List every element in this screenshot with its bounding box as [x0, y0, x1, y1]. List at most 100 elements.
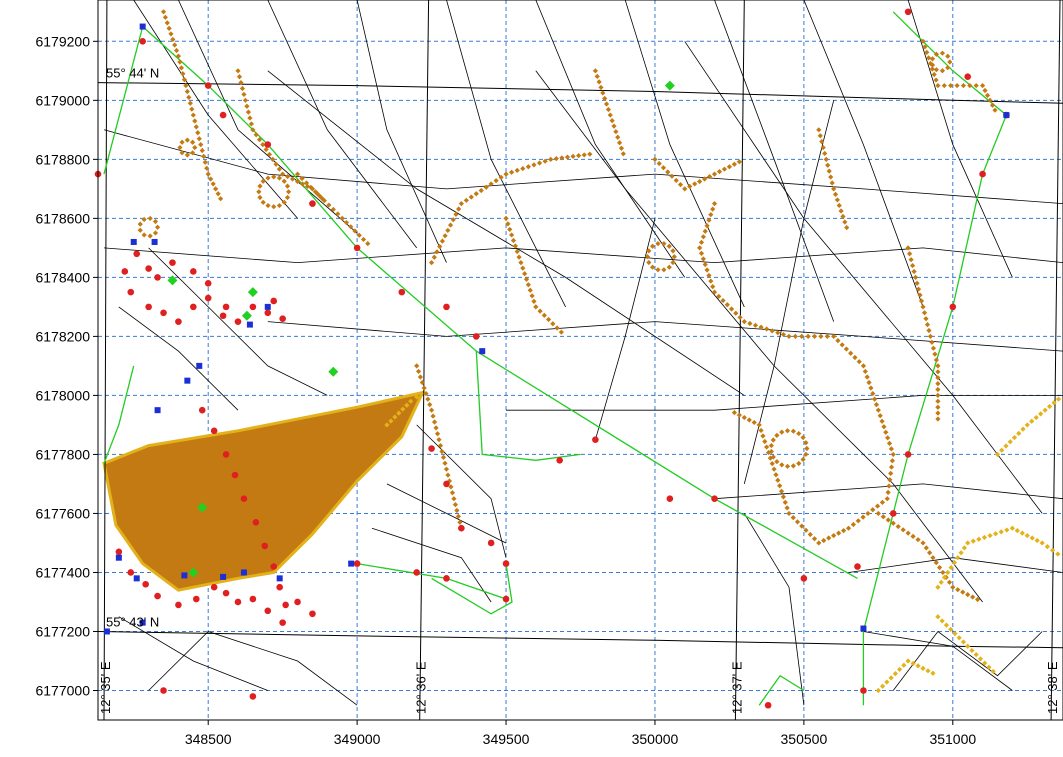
depth-point	[726, 164, 733, 170]
depth-point	[682, 186, 688, 192]
depth-point	[700, 256, 706, 262]
depth-point	[982, 660, 988, 666]
depth-point	[860, 363, 867, 369]
depth-point	[414, 394, 420, 400]
mesh-node-red	[222, 589, 230, 597]
depth-point	[661, 267, 667, 273]
depth-point	[294, 171, 301, 177]
survey-area	[102, 390, 426, 592]
depth-point	[774, 432, 780, 438]
depth-point	[559, 155, 565, 161]
depth-point	[433, 425, 439, 431]
depth-point	[834, 197, 840, 203]
depth-point	[184, 152, 190, 158]
depth-point	[527, 287, 533, 293]
depth-point	[594, 73, 600, 79]
depth-point	[177, 144, 183, 151]
mesh-node-red	[764, 701, 772, 709]
depth-point	[309, 186, 316, 192]
depth-point	[954, 82, 960, 89]
mesh-node-blue	[181, 572, 188, 579]
depth-point	[1016, 430, 1022, 436]
depth-point	[864, 374, 870, 380]
depth-point	[905, 658, 911, 664]
y-axis-tick-label: 6178600	[35, 210, 90, 226]
y-axis-tick-label: 6178000	[35, 387, 90, 403]
mesh-node-blue	[348, 560, 355, 567]
depth-point	[875, 407, 881, 413]
depth-point	[917, 292, 923, 298]
depth-point	[652, 156, 658, 162]
depth-point	[442, 460, 448, 466]
depth-point	[670, 248, 676, 254]
depth-point	[969, 647, 975, 654]
graticule-longitude-label: 12° 35' E	[98, 661, 113, 714]
depth-point	[724, 302, 730, 308]
depth-point	[392, 414, 398, 420]
depth-point	[443, 466, 450, 472]
graticule-longitude-line	[103, 0, 108, 721]
depth-point	[235, 68, 241, 74]
depth-point	[728, 306, 735, 312]
depth-point	[417, 374, 424, 380]
depth-point	[873, 402, 880, 408]
mesh-node-red	[139, 38, 146, 45]
depth-point	[265, 202, 271, 209]
depth-point	[946, 579, 953, 585]
mesh-node-red	[249, 595, 257, 603]
depth-point	[649, 243, 656, 249]
depth-point	[820, 144, 826, 151]
depth-point	[733, 310, 739, 316]
depth-point	[1029, 535, 1035, 541]
depth-point	[360, 236, 367, 243]
depth-point	[844, 224, 850, 231]
depth-point	[702, 228, 708, 234]
depth-point	[838, 208, 844, 214]
mesh-node-red	[121, 268, 129, 275]
graticule-latitude-line	[97, 631, 1063, 649]
depth-point	[885, 489, 891, 495]
mesh-node-red	[222, 451, 230, 458]
depth-point	[803, 527, 809, 533]
depth-point	[189, 106, 195, 112]
depth-point	[981, 534, 988, 541]
mesh-node-blue	[151, 238, 158, 245]
depth-point	[1055, 396, 1062, 402]
depth-point	[600, 90, 606, 96]
depth-point	[166, 25, 172, 32]
depth-point	[989, 102, 996, 108]
depth-point	[711, 171, 718, 177]
depth-point	[193, 124, 199, 130]
depth-point	[885, 435, 891, 441]
depth-point	[790, 463, 796, 469]
mesh-node-blue	[196, 362, 203, 369]
depth-point	[965, 591, 971, 598]
mesh-line	[743, 513, 805, 706]
depth-point	[987, 532, 993, 539]
depth-point	[137, 227, 143, 233]
depth-point	[935, 392, 941, 399]
depth-point	[768, 448, 774, 455]
depth-point	[900, 527, 906, 533]
depth-point	[961, 545, 967, 551]
depth-point	[414, 363, 420, 369]
depth-point	[509, 232, 515, 238]
depth-point	[187, 100, 193, 106]
depth-point	[799, 333, 805, 339]
depth-point	[842, 219, 848, 225]
mesh-node-red	[264, 309, 272, 317]
depth-point	[448, 484, 454, 490]
depth-point	[935, 404, 941, 410]
depth-point	[933, 560, 939, 566]
depth-point	[875, 510, 881, 517]
depth-point	[529, 293, 535, 299]
depth-point	[1007, 439, 1013, 445]
depth-point	[520, 165, 526, 172]
depth-point	[439, 448, 445, 455]
mesh-node-green	[188, 567, 199, 578]
depth-point	[564, 154, 571, 160]
depth-point	[677, 182, 684, 188]
depth-point	[1044, 544, 1050, 550]
